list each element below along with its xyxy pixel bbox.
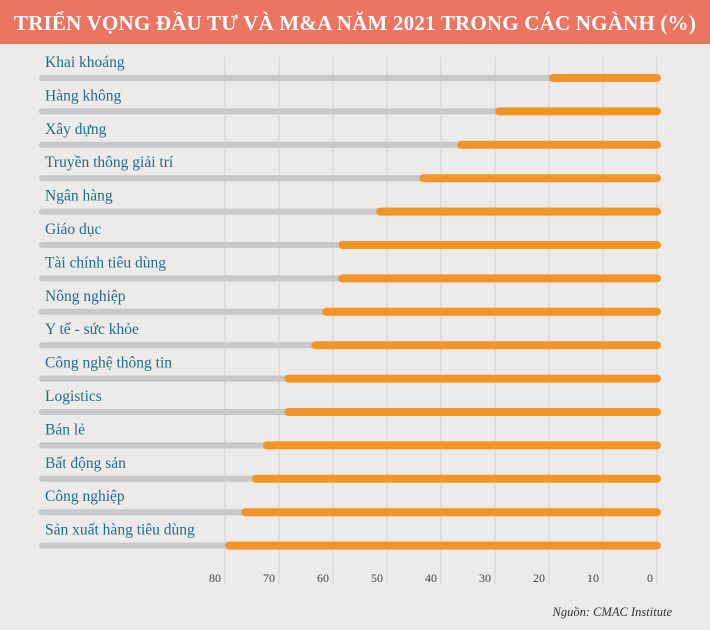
x-tick-label: 50: [371, 571, 383, 585]
x-tick-label: 70: [263, 571, 275, 585]
category-label: Bán lẻ: [45, 421, 85, 438]
x-tick-label: 40: [425, 571, 437, 585]
x-tick-label: 10: [587, 571, 599, 585]
category-label: Logistics: [45, 388, 102, 405]
x-tick-label: 20: [533, 571, 545, 585]
x-tick-label: 0: [647, 571, 653, 585]
category-label: Sản xuất hàng tiêu dùng: [45, 522, 195, 539]
category-label: Truyền thông giải trí: [45, 154, 174, 171]
category-label: Công nghiệp: [45, 488, 125, 505]
category-label: Xây dựng: [45, 121, 107, 138]
category-label: Bất động sản: [45, 455, 126, 472]
x-tick-label: 30: [479, 571, 491, 585]
chart-title: TRIỂN VỌNG ĐẦU TƯ VÀ M&A NĂM 2021 TRONG …: [0, 0, 710, 44]
category-label: Tài chính tiêu dùng: [45, 254, 166, 271]
category-label: Y tế - sức khỏe: [45, 321, 139, 338]
category-label: Hàng không: [45, 87, 121, 104]
category-label: Công nghệ thông tin: [45, 355, 172, 372]
category-label: Ngân hàng: [45, 188, 113, 205]
x-tick-label: 80: [209, 571, 221, 585]
category-label: Giáo dục: [45, 221, 102, 238]
source-note: Nguồn: CMAC Institute: [552, 605, 672, 619]
x-tick-label: 60: [317, 571, 329, 585]
category-label: Nông nghiệp: [45, 288, 126, 305]
category-label: Khai khoáng: [45, 54, 125, 71]
